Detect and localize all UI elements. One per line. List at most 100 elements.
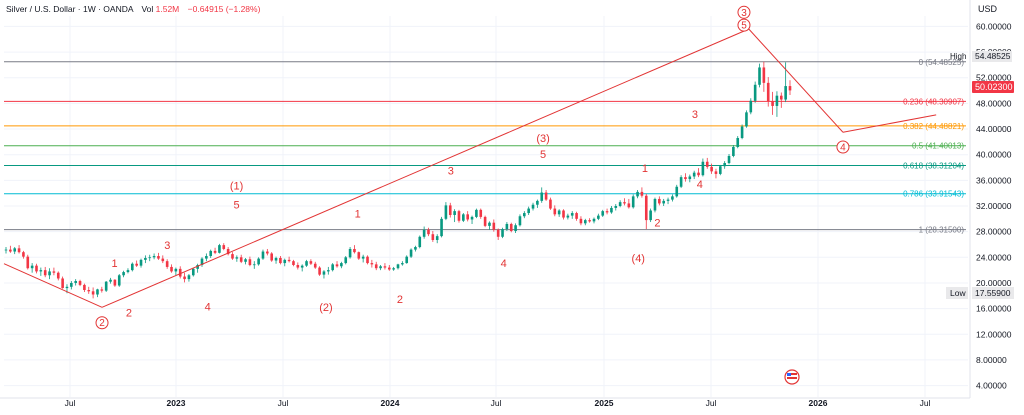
wave-label-4: 4: [205, 302, 211, 314]
candle-body: [435, 236, 439, 240]
candle-body: [719, 166, 722, 174]
currency-label[interactable]: USD: [978, 4, 998, 14]
wave-label-4: 4: [501, 258, 507, 270]
candle-body: [313, 263, 317, 268]
y-tick-label: 4.00000: [976, 381, 1007, 391]
candle-body: [357, 252, 361, 259]
wave-label-2: (2): [319, 302, 332, 314]
candle-body: [527, 208, 530, 214]
fib-label-0.5: 0.5 (41.40013): [912, 142, 964, 151]
candle-body: [649, 210, 652, 221]
price-axis[interactable]: 4.00000 8.00000 12.00000 16.00000 20.00000 24…: [976, 21, 1012, 390]
candle-body: [361, 256, 365, 259]
candle-body: [22, 252, 25, 257]
candle-body: [627, 203, 631, 208]
wave-label-1: 1: [355, 209, 361, 221]
y-tick-label: 8.00000: [976, 355, 1007, 365]
wave-label-5: 5: [540, 149, 546, 161]
low-marker: Low 17.55900: [946, 287, 1014, 299]
candle-body: [30, 265, 34, 269]
volume-value: 1.52M: [156, 4, 180, 14]
candle-body: [427, 229, 430, 235]
candle-body: [749, 100, 753, 113]
time-axis[interactable]: Jul 2023 Jul 2024 Jul 2025 Jul 2026 Jul: [65, 398, 931, 408]
candle-body: [570, 213, 574, 216]
y-tick-label: 48.00000: [976, 98, 1012, 108]
elliott-wave-lines[interactable]: [3, 28, 937, 308]
candle-body: [270, 253, 273, 261]
candle-body: [331, 264, 334, 271]
candle-body: [157, 256, 160, 259]
candle-body: [340, 263, 343, 267]
high-label: High: [950, 52, 966, 61]
wave-label-3: 3: [692, 109, 698, 121]
candle-body: [514, 225, 517, 232]
candle-body: [536, 200, 539, 205]
candle-body: [623, 202, 626, 204]
candle-body: [662, 200, 665, 204]
wave-label-4: 4: [697, 179, 703, 191]
candle-body: [644, 195, 648, 221]
candle-body: [575, 213, 578, 219]
candle-body: [684, 177, 687, 180]
candle-body: [387, 267, 391, 270]
candle-body: [740, 126, 744, 139]
candle-body: [200, 258, 204, 266]
candle-body: [322, 271, 326, 275]
wave-circled-label-2: 2: [99, 318, 105, 329]
flag-icon: [784, 369, 800, 385]
candle-body: [87, 290, 91, 292]
candle-body: [488, 222, 491, 226]
candle-body: [126, 270, 130, 273]
candle-body: [283, 259, 287, 264]
candle-body: [618, 202, 622, 206]
last-price-marker: 50.02300: [972, 81, 1014, 93]
candle-body: [374, 264, 378, 269]
wave-circle: [836, 140, 850, 154]
candle-body: [566, 215, 570, 218]
wave-circled-label-3: 3: [741, 8, 747, 19]
candle-body: [74, 281, 77, 283]
y-tick-label: 24.00000: [976, 252, 1012, 262]
candle-body: [523, 213, 526, 217]
x-tick-label: 2025: [595, 398, 614, 408]
candle-body: [305, 261, 308, 266]
wave-circle: [95, 316, 109, 330]
low-value: 17.55900: [975, 288, 1011, 298]
fib-label-0.786: 0.786 (33.91543): [903, 190, 964, 199]
candle-body: [784, 86, 787, 100]
wave-label-3: 3: [448, 166, 454, 178]
candle-body: [274, 257, 278, 261]
fib-label-0: 0 (54.48525): [919, 58, 965, 67]
high-value: 54.48525: [975, 51, 1011, 61]
candle-body: [396, 264, 400, 269]
candle-body: [788, 86, 792, 91]
candle-body: [758, 67, 761, 85]
candle-body: [178, 268, 182, 277]
candle-body: [226, 248, 230, 255]
candle-body: [496, 229, 500, 237]
high-marker: High 54.48525: [950, 51, 1012, 62]
fibonacci-retracement[interactable]: 0 (54.48525) 0.236 (48.30907) 0.382 (44.48…: [4, 58, 966, 235]
wave-label-2: 2: [397, 294, 403, 306]
candle-body: [448, 205, 452, 215]
candle-body: [122, 272, 125, 276]
candle-body: [457, 211, 461, 221]
wave-label-5: 5: [233, 200, 239, 212]
candle-body: [418, 236, 422, 248]
candle-body: [409, 249, 413, 257]
candle-body: [61, 278, 64, 289]
y-tick-label: 36.00000: [976, 175, 1012, 185]
y-tick-label: 16.00000: [976, 304, 1012, 314]
candle-body: [235, 257, 239, 259]
candle-body: [431, 234, 435, 240]
candle-body: [601, 211, 605, 216]
candle-body: [671, 196, 674, 200]
candle-body: [518, 216, 522, 226]
candle-body: [117, 275, 121, 286]
candle-body: [745, 112, 748, 127]
candle-body: [65, 286, 69, 289]
wave-trendline: [748, 28, 844, 133]
